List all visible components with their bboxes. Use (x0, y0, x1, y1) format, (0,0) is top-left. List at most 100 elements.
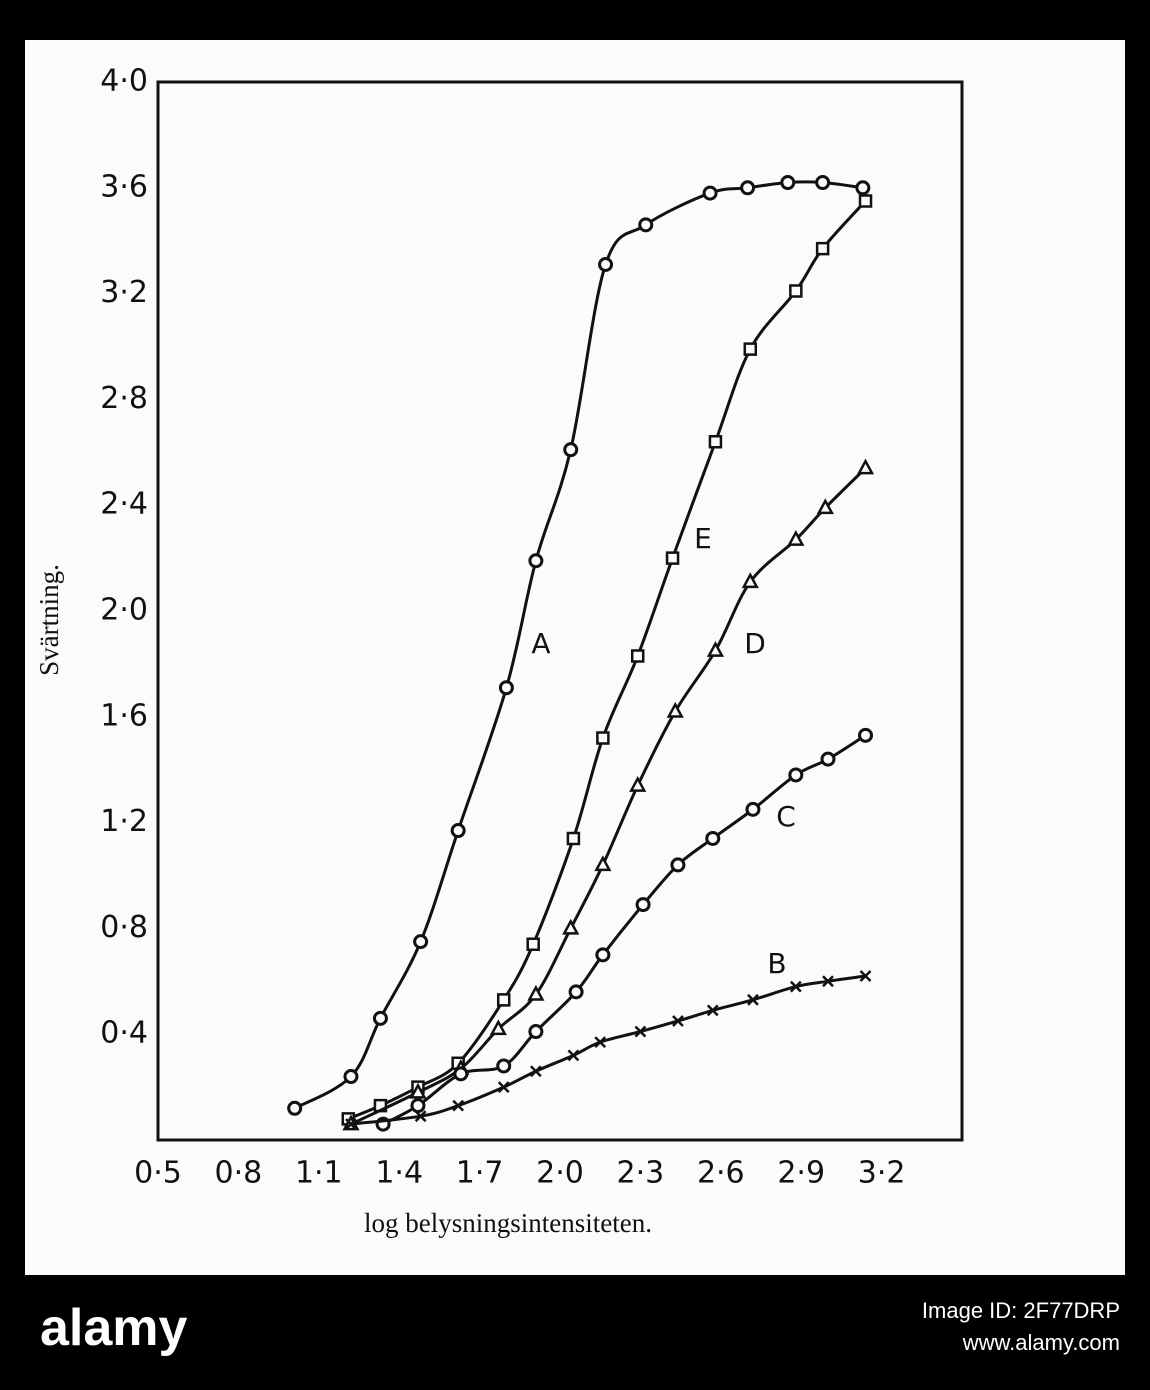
marker (820, 751, 836, 767)
marker (635, 897, 651, 913)
marker (788, 767, 804, 783)
marker (566, 831, 581, 846)
series-line (350, 467, 867, 1126)
plot-frame (156, 80, 964, 1142)
x-tick-label: 2·0 (536, 1156, 584, 1191)
marker (372, 1010, 388, 1026)
watermark-id: Image ID: 2F77DRP (922, 1298, 1120, 1323)
marker (453, 1066, 469, 1082)
x-tick-label: 1·1 (295, 1156, 343, 1191)
marker (498, 680, 514, 696)
y-tick-label: 2·0 (100, 593, 148, 628)
x-tick-label: 2·3 (617, 1156, 665, 1191)
marker (743, 342, 758, 356)
marker (816, 498, 834, 515)
marker (822, 975, 834, 988)
marker (789, 980, 802, 993)
y-tick-label: 3·6 (100, 169, 148, 204)
marker (529, 1065, 542, 1078)
series-label: E (694, 522, 712, 555)
marker (563, 442, 579, 458)
y-tick-label: 3·2 (100, 275, 148, 310)
series-line (347, 200, 867, 1121)
marker (452, 1099, 465, 1112)
y-tick-label: 1·6 (100, 698, 148, 733)
marker (287, 1100, 303, 1116)
marker (665, 551, 680, 565)
marker (414, 1110, 427, 1123)
x-tick-label: 0·5 (134, 1156, 182, 1191)
watermark-logo: alamy (40, 1299, 188, 1357)
marker (629, 775, 647, 792)
marker (567, 1049, 580, 1062)
marker (740, 180, 756, 196)
y-tick-label: 1·2 (100, 804, 148, 839)
marker (634, 1025, 647, 1038)
marker (706, 1004, 719, 1017)
marker (708, 434, 723, 449)
marker (568, 984, 584, 1000)
marker (410, 1098, 426, 1114)
x-tick-label: 2·9 (777, 1156, 825, 1191)
marker (855, 180, 871, 196)
marker (413, 934, 429, 950)
marker (666, 701, 684, 718)
x-tick-label: 0·8 (215, 1156, 263, 1191)
series-label: B (767, 947, 786, 980)
marker (409, 1082, 427, 1099)
marker (528, 553, 544, 569)
x-tick-label: 2·6 (697, 1156, 745, 1191)
marker (638, 217, 654, 233)
marker (787, 529, 805, 546)
marker (489, 1019, 507, 1036)
marker (598, 257, 614, 273)
marker (594, 1036, 607, 1049)
marker (528, 1024, 544, 1040)
y-tick-label: 0·4 (100, 1016, 148, 1051)
marker (527, 984, 545, 1001)
marker (705, 830, 721, 846)
marker (345, 1118, 357, 1131)
marker (789, 284, 803, 298)
marker (526, 937, 540, 952)
marker (497, 1081, 510, 1093)
marker (745, 801, 761, 817)
y-axis-label: Svärtning. (34, 564, 64, 676)
y-tick-label: 2·4 (100, 487, 148, 522)
marker (815, 241, 830, 256)
marker (741, 572, 759, 589)
x-axis-label: log belysningsintensiteten. (364, 1208, 652, 1238)
marker (815, 175, 831, 191)
x-tick-label: 1·7 (456, 1156, 504, 1191)
marker (596, 731, 610, 745)
marker (856, 458, 875, 475)
marker (670, 857, 686, 873)
marker (450, 823, 466, 839)
series-label: A (531, 627, 550, 660)
marker (780, 175, 796, 191)
x-tick-label: 3·2 (858, 1156, 906, 1191)
series-label: D (744, 627, 766, 660)
marker (858, 194, 873, 208)
watermark-url: www.alamy.com (962, 1330, 1120, 1355)
marker (343, 1069, 359, 1085)
marker (747, 993, 759, 1006)
marker (702, 185, 718, 201)
marker (595, 947, 611, 963)
y-tick-label: 4·0 (100, 64, 148, 99)
slide-panel (25, 40, 1125, 1275)
marker (594, 855, 612, 872)
marker (859, 970, 872, 982)
marker (706, 641, 725, 657)
y-tick-label: 0·8 (100, 910, 148, 945)
marker (496, 1058, 512, 1074)
x-tick-label: 1·4 (375, 1156, 423, 1191)
marker (496, 993, 511, 1007)
marker (562, 918, 580, 935)
marker (630, 649, 645, 663)
series-label: C (776, 800, 796, 833)
y-tick-label: 2·8 (100, 381, 148, 416)
marker (672, 1015, 684, 1027)
